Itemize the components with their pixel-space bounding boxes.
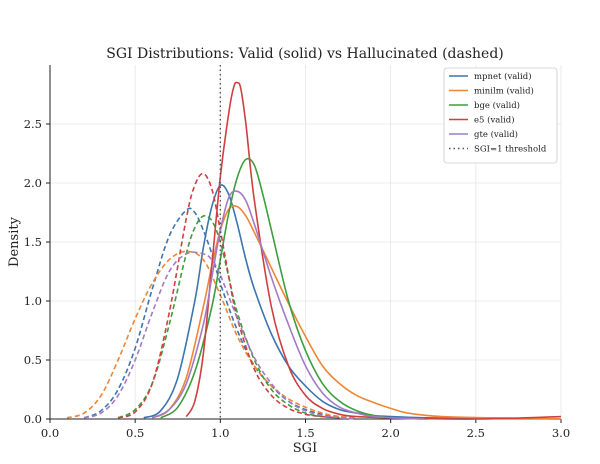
x-tick-label: 0.0: [41, 426, 59, 440]
legend: mpnet (valid) minilm (valid) bge (valid) e5…: [443, 67, 558, 164]
series-gte-valid: [151, 190, 425, 420]
x-tick-label: 1.5: [296, 426, 314, 440]
legend-label: e5 (valid): [474, 115, 515, 126]
series-bge-valid: [160, 157, 425, 420]
legend-label: bge (valid): [474, 100, 520, 111]
legend-label: minilm (valid): [474, 86, 534, 97]
x-tick-label: 3.0: [552, 426, 570, 440]
y-tick-label: 0.5: [24, 353, 42, 367]
legend-label: gte (valid): [474, 129, 518, 140]
y-tick-label: 1.0: [24, 294, 42, 308]
y-tick-label: 1.5: [24, 235, 42, 249]
legend-frame: [443, 67, 558, 164]
series-gte-hallucinated: [83, 251, 357, 420]
y-tick-label: 0.0: [24, 412, 42, 426]
x-tick-label: 1.0: [211, 426, 229, 440]
legend-label: SGI=1 threshold: [474, 145, 547, 155]
series-mpnet-valid: [143, 184, 562, 420]
y-tick-label: 2.5: [24, 117, 42, 131]
series-mpnet-hallucinated: [83, 207, 357, 419]
series-e5-hallucinated: [117, 172, 340, 419]
y-tick-label: 2.0: [24, 176, 42, 190]
x-tick-label: 2.0: [382, 426, 400, 440]
series-minilm-valid: [151, 204, 562, 420]
x-tick-label: 2.5: [467, 426, 485, 440]
legend-label: mpnet (valid): [474, 71, 532, 82]
series-e5-valid: [185, 81, 562, 420]
x-tick-label: 0.5: [126, 426, 144, 440]
y-axis-label: Density: [7, 216, 22, 267]
chart-title: SGI Distributions: Valid (solid) vs Hall…: [106, 46, 504, 62]
x-axis-label: SGI: [293, 441, 317, 456]
